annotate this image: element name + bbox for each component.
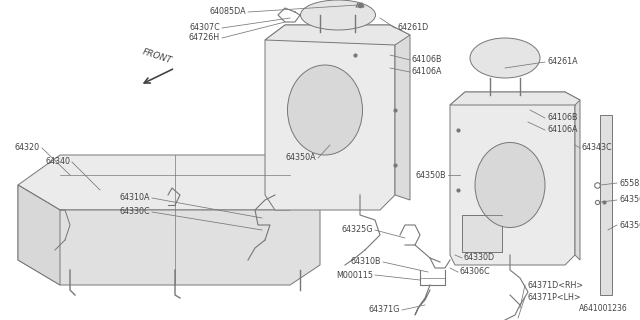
Text: 64726H: 64726H <box>189 34 220 43</box>
Text: 64350A: 64350A <box>285 154 316 163</box>
Text: 64106B: 64106B <box>547 114 577 123</box>
Text: 64371G: 64371G <box>369 306 400 315</box>
Text: 64340: 64340 <box>45 157 70 166</box>
Text: FRONT: FRONT <box>141 47 173 65</box>
Text: 64261A: 64261A <box>547 58 578 67</box>
Ellipse shape <box>287 65 362 155</box>
Text: 64371P<LH>: 64371P<LH> <box>527 292 580 301</box>
Polygon shape <box>18 155 320 210</box>
Text: 64261D: 64261D <box>397 23 428 33</box>
Text: 64085DA: 64085DA <box>209 7 246 17</box>
Text: 64306C: 64306C <box>460 268 491 276</box>
Polygon shape <box>565 92 580 260</box>
Polygon shape <box>600 115 612 295</box>
Text: A641001236: A641001236 <box>579 304 628 313</box>
Text: 64310B: 64310B <box>351 258 381 267</box>
Text: 64320: 64320 <box>15 143 40 153</box>
Text: 64356J: 64356J <box>619 220 640 229</box>
Text: 64307C: 64307C <box>189 23 220 33</box>
Text: 64330D: 64330D <box>464 253 495 262</box>
Ellipse shape <box>470 38 540 78</box>
Text: 65585C: 65585C <box>619 179 640 188</box>
Polygon shape <box>18 185 60 285</box>
Text: 64343C: 64343C <box>582 143 612 153</box>
Text: 64330C: 64330C <box>120 207 150 217</box>
Text: 64350B: 64350B <box>415 171 446 180</box>
Text: 64106A: 64106A <box>412 68 442 76</box>
Polygon shape <box>450 92 580 105</box>
Ellipse shape <box>475 142 545 228</box>
Text: 64356JA: 64356JA <box>619 196 640 204</box>
Polygon shape <box>450 92 575 265</box>
Text: 64106A: 64106A <box>547 125 577 134</box>
Polygon shape <box>390 25 410 200</box>
Polygon shape <box>265 25 410 45</box>
Polygon shape <box>462 215 502 252</box>
Text: 64325G: 64325G <box>342 226 373 235</box>
Text: 64371D<RH>: 64371D<RH> <box>527 281 583 290</box>
Ellipse shape <box>301 0 376 30</box>
Polygon shape <box>265 25 395 210</box>
Text: M000115: M000115 <box>336 270 373 279</box>
Text: 64106B: 64106B <box>412 55 442 65</box>
Text: 64310A: 64310A <box>120 194 150 203</box>
Polygon shape <box>18 185 320 285</box>
